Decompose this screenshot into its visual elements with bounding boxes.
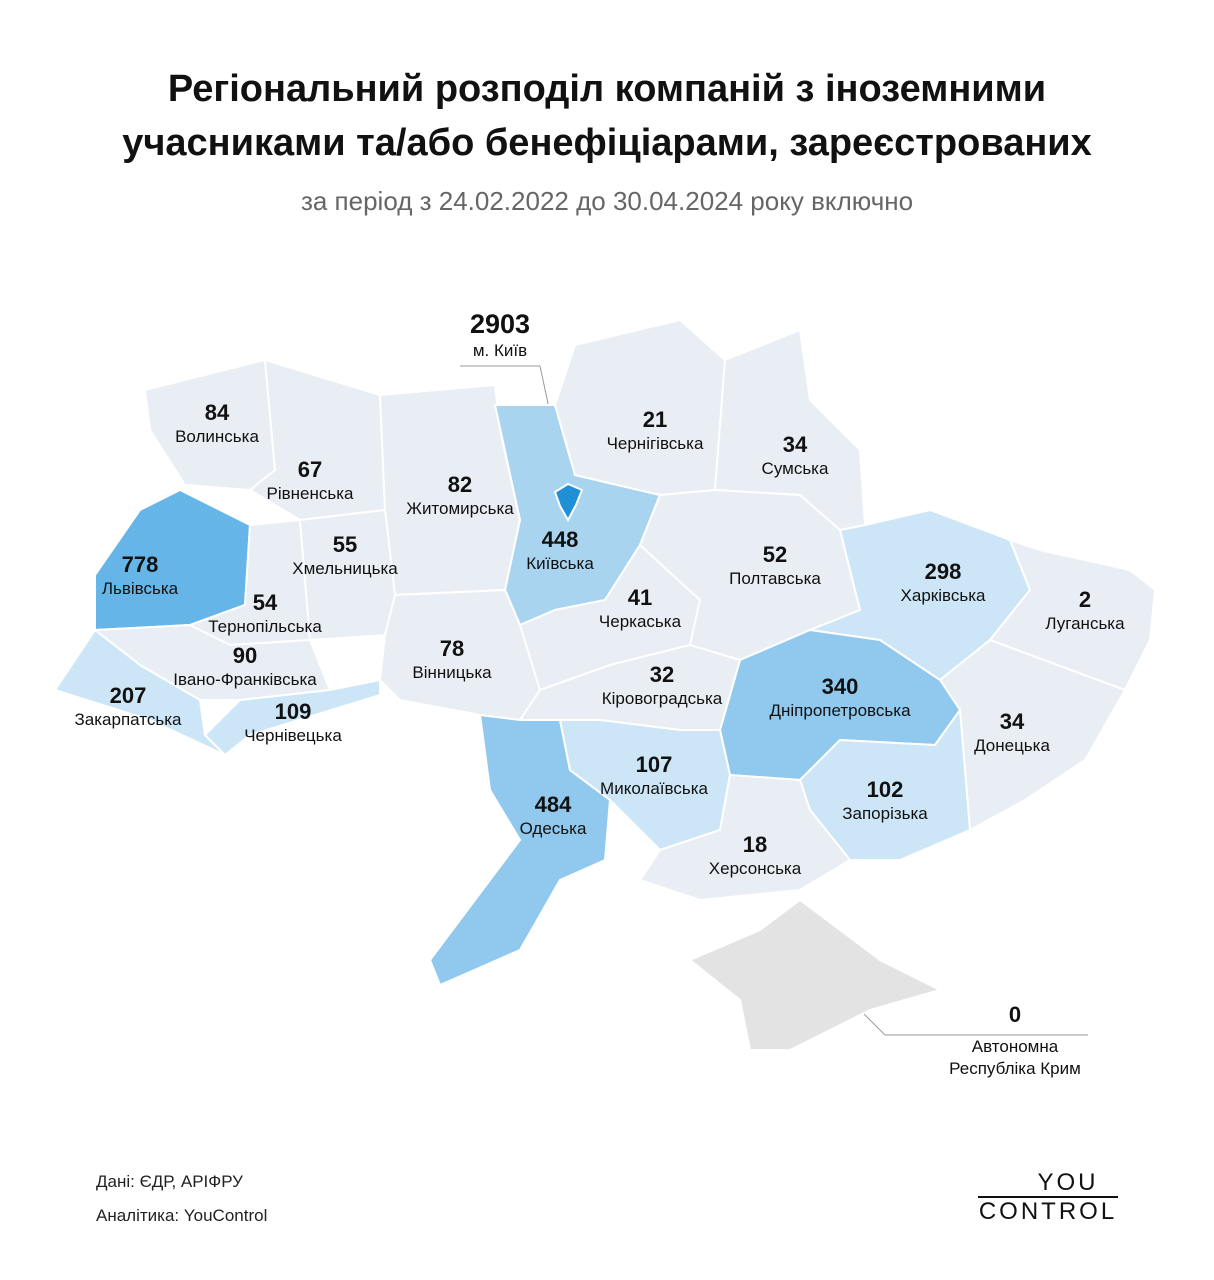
region-value: 109 (274, 699, 312, 724)
region-name: Івано-Франківська (173, 670, 317, 689)
region-value: 2903 (469, 309, 531, 339)
region-name: Автономна Республіка Крим (949, 1037, 1081, 1078)
region-name: Львівська (101, 579, 179, 598)
region-label: 109 Чернівецька (244, 699, 342, 747)
region-label: 0 Автономна Республіка Крим (935, 1002, 1095, 1080)
region (638, 773, 852, 902)
region-label: 102 Запорізька (842, 777, 928, 825)
region-name: Полтавська (729, 569, 821, 588)
logo-top: YOU (978, 1170, 1118, 1198)
region-name: Одеська (519, 819, 587, 838)
title-line: учасниками та/або бенефіціарами, зареєст… (122, 122, 1092, 164)
region-name: Житомирська (406, 499, 514, 518)
region-value: 32 (649, 662, 675, 687)
source: Дані: ЄДР, АРІФРУ (96, 1172, 243, 1191)
region-value: 82 (447, 472, 473, 497)
region-value: 55 (332, 532, 358, 557)
region-label: 90 Івано-Франківська (173, 643, 316, 691)
region-name: Закарпатська (74, 710, 182, 729)
region-value: 340 (821, 674, 859, 699)
region-value: 18 (742, 832, 768, 857)
region-value: 34 (999, 709, 1025, 734)
region-name: Чернівецька (244, 726, 342, 745)
title: Регіональний розподіл компаній з іноземн… (0, 62, 1214, 170)
region-label: 78 Вінницька (412, 636, 491, 684)
logo-bottom: CONTROL (978, 1198, 1118, 1225)
region-value: 207 (109, 683, 147, 708)
region-label: 340 Дніпропетровська (769, 674, 910, 722)
region-name: Київська (526, 554, 594, 573)
region-label: 448 Київська (526, 527, 594, 575)
region-name: Хмельницька (292, 559, 398, 578)
title-line: Регіональний розподіл компаній з іноземн… (167, 68, 1047, 110)
region-value: 107 (635, 752, 673, 777)
region-label: 2903 м. Київ (470, 308, 530, 362)
region-value: 448 (541, 527, 579, 552)
region-name: Дніпропетровська (769, 701, 911, 720)
region-value: 0 (1008, 1002, 1022, 1027)
region-label: 54 Тернопільська (208, 590, 322, 638)
region-name: Запорізька (842, 804, 928, 823)
region-value: 102 (866, 777, 904, 802)
region-name: Черкаська (598, 612, 682, 631)
region-value: 52 (762, 542, 788, 567)
region-value: 298 (924, 559, 962, 584)
region-label: 67 Рівненська (266, 457, 353, 505)
region-label: 34 Донецька (974, 709, 1050, 757)
region-label: 55 Хмельницька (292, 532, 397, 580)
region-value: 84 (204, 400, 230, 425)
region-name: Харківська (900, 586, 986, 605)
region-label: 298 Харківська (901, 559, 986, 607)
region-label: 82 Житомирська (406, 472, 514, 520)
region-label: 107 Миколаївська (600, 752, 708, 800)
region-label: 84 Волинська (175, 400, 259, 448)
region-name: Луганська (1045, 614, 1125, 633)
region-name: Тернопільська (208, 617, 322, 636)
region-value: 21 (642, 407, 668, 432)
region-value: 484 (534, 792, 572, 817)
region-label: 34 Сумська (762, 432, 829, 480)
region-value: 67 (297, 457, 323, 482)
logo: YOU CONTROL (978, 1170, 1118, 1226)
region-value: 34 (782, 432, 808, 457)
region (688, 898, 943, 1051)
region-name: Миколаївська (600, 779, 708, 798)
region-label: 52 Полтавська (729, 542, 821, 590)
region-name: м. Київ (472, 341, 528, 360)
region-name: Волинська (175, 427, 259, 446)
region (553, 482, 584, 523)
region-value: 90 (232, 643, 258, 668)
region-name: Рівненська (266, 484, 354, 503)
region-label: 484 Одеська (520, 792, 587, 840)
subtitle: за період з 24.02.2022 до 30.04.2024 рок… (300, 186, 914, 216)
region (203, 678, 381, 757)
region-label: 207 Закарпатська (75, 683, 182, 731)
region-name: Донецька (974, 736, 1050, 755)
region-value: 2 (1078, 587, 1092, 612)
region-label: 21 Чернігівська (607, 407, 704, 455)
region-label: 18 Херсонська (709, 832, 801, 880)
region-value: 778 (121, 552, 159, 577)
region-label: 2 Луганська (1045, 587, 1124, 635)
region-label: 32 Кіровоградська (602, 662, 723, 710)
region-name: Чернігівська (606, 434, 704, 453)
region-name: Кіровоградська (601, 689, 723, 708)
region-name: Вінницька (412, 663, 492, 682)
region-name: Сумська (761, 459, 829, 478)
region (53, 628, 226, 756)
region-value: 54 (252, 590, 278, 615)
region-label: 41 Черкаська (599, 585, 681, 633)
region-value: 78 (439, 636, 465, 661)
analytics: Аналітика: YouControl (96, 1206, 268, 1225)
region-name: Херсонська (708, 859, 802, 878)
region-value: 41 (627, 585, 653, 610)
region-label: 778 Львівська (102, 552, 178, 600)
